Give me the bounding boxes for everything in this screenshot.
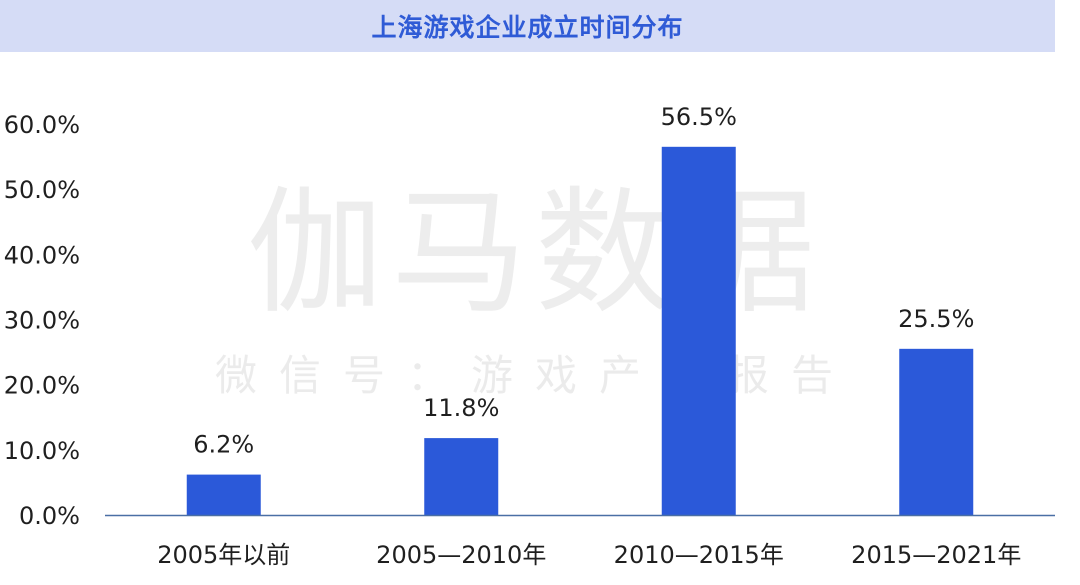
bar-value-label: 56.5% [661, 103, 737, 131]
bar-value-label: 11.8% [423, 394, 499, 422]
y-tick-label: 40.0% [4, 241, 80, 269]
bar-value-label: 25.5% [898, 305, 974, 333]
x-category-label: 2015—2021年 [851, 541, 1021, 569]
chart-title: 上海游戏企业成立时间分布 [371, 13, 684, 42]
x-category-label: 2005—2010年 [376, 541, 546, 569]
bar [661, 146, 736, 515]
y-tick-label: 30.0% [4, 307, 80, 335]
y-tick-label: 10.0% [4, 437, 80, 465]
bar-value-label: 6.2% [193, 431, 254, 459]
y-tick-label: 60.0% [4, 111, 80, 139]
x-category-label: 2005年以前 [157, 541, 290, 569]
y-tick-label: 0.0% [19, 502, 80, 530]
y-tick-label: 50.0% [4, 176, 80, 204]
y-tick-label: 20.0% [4, 372, 80, 400]
bar [186, 474, 261, 515]
chart-title-bar: 上海游戏企业成立时间分布 [0, 0, 1055, 52]
x-category-label: 2010—2015年 [614, 541, 784, 569]
bar [424, 438, 499, 515]
bar [899, 348, 974, 515]
